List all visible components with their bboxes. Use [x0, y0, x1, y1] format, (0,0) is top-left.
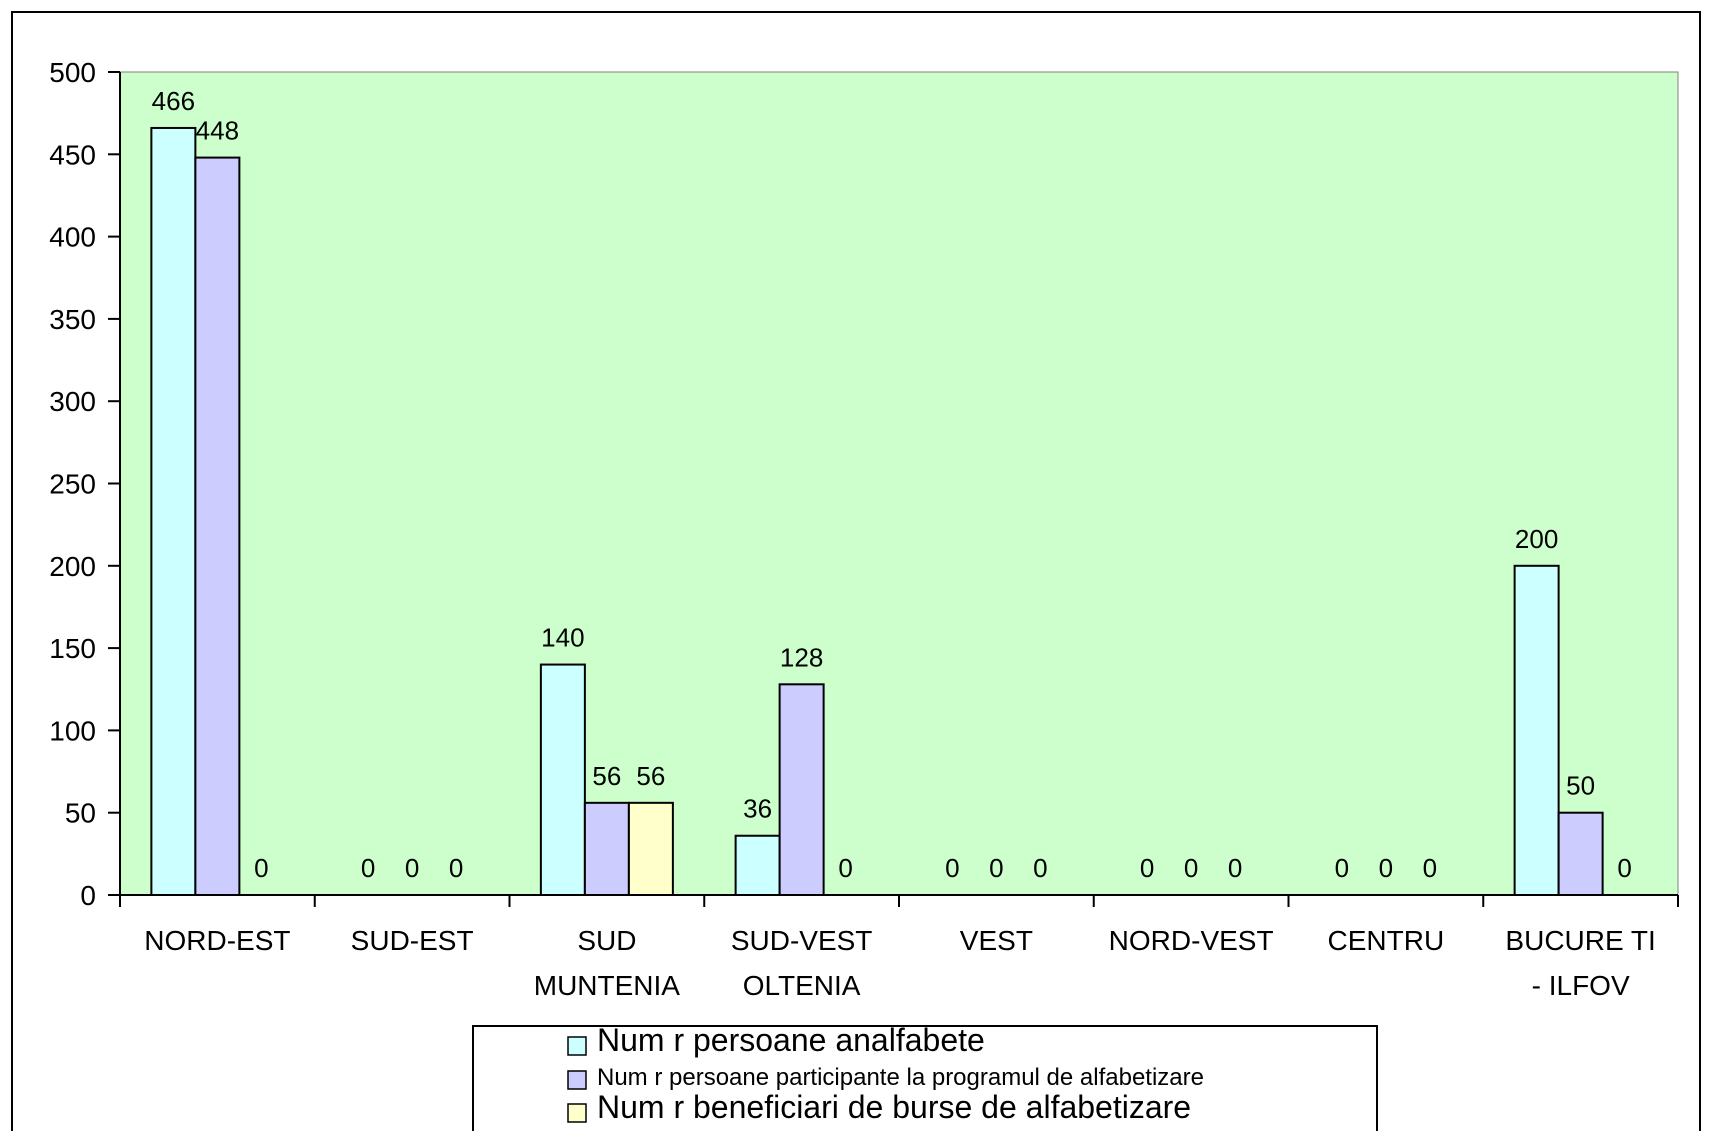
legend-swatch [567, 1103, 587, 1123]
y-axis-ticks: 0 50 100 150 200 250 300 350 400 450 500 [49, 57, 120, 911]
x-axis-ticks: NORD-EST SUD-EST SUD MUNTENIA SUD-VEST OLTENI… [119, 895, 1679, 1001]
data-label: 466 [152, 86, 195, 116]
bar [194, 156, 241, 897]
x-tick-label: CENTRU [1328, 925, 1445, 956]
data-label: 0 [1033, 853, 1047, 883]
x-tick-label: MUNTENIA [534, 970, 681, 1001]
y-tick-label: 100 [49, 715, 96, 746]
plot-area [119, 71, 1679, 896]
data-label: 0 [1335, 853, 1349, 883]
data-label: 0 [1617, 853, 1631, 883]
data-label: 0 [838, 853, 852, 883]
y-tick-label: 0 [80, 880, 96, 911]
data-label: 448 [196, 116, 239, 146]
bar [583, 801, 630, 896]
data-label: 0 [1228, 853, 1242, 883]
y-tick-label: 50 [65, 798, 96, 829]
y-tick-label: 250 [49, 469, 96, 500]
bar [734, 834, 781, 897]
legend-label: Num r persoane participante la programul… [597, 1064, 1204, 1091]
data-label: 0 [361, 853, 375, 883]
data-label: 56 [592, 761, 621, 791]
data-label: 0 [1140, 853, 1154, 883]
y-tick-label: 350 [49, 304, 96, 335]
legend-swatch [567, 1070, 587, 1090]
x-tick-label: VEST [960, 925, 1033, 956]
data-label: 50 [1566, 771, 1595, 801]
x-tick-label: NORD-EST [144, 925, 290, 956]
y-tick-label: 300 [49, 386, 96, 417]
bar [150, 126, 197, 897]
data-label: 0 [254, 853, 268, 883]
legend-box [472, 1025, 1378, 1131]
legend-label: Num r persoane analfabete [597, 1022, 985, 1058]
data-label: 36 [743, 794, 772, 824]
data-label: 0 [405, 853, 419, 883]
legend-items: Num r persoane analfabete Num r persoane … [567, 1022, 1204, 1125]
x-tick-label: BUCURE TI [1505, 925, 1655, 956]
x-tick-label: OLTENIA [743, 970, 861, 1001]
x-tick-label: NORD-VEST [1109, 925, 1274, 956]
legend-swatch [567, 1036, 587, 1056]
data-label: 128 [780, 642, 823, 672]
data-label: 0 [449, 853, 463, 883]
data-label: 200 [1515, 524, 1558, 554]
y-tick-label: 200 [49, 551, 96, 582]
x-tick-label: - ILFOV [1532, 970, 1630, 1001]
data-label: 0 [1379, 853, 1393, 883]
data-label: 0 [989, 853, 1003, 883]
bar [1513, 564, 1560, 896]
x-tick-label: SUD-VEST [731, 925, 873, 956]
y-tick-label: 500 [49, 57, 96, 88]
bar [627, 801, 674, 896]
bar [778, 683, 825, 897]
y-tick-label: 450 [49, 139, 96, 170]
y-tick-label: 150 [49, 633, 96, 664]
data-label: 0 [1423, 853, 1437, 883]
x-tick-label: SUD-EST [351, 925, 474, 956]
bar [1557, 811, 1604, 897]
data-label: 140 [541, 623, 584, 653]
bars [150, 126, 1604, 897]
data-label: 56 [636, 761, 665, 791]
legend-label: Num r beneficiari de burse de alfabetiza… [597, 1089, 1191, 1125]
data-label: 0 [1184, 853, 1198, 883]
y-tick-label: 400 [49, 222, 96, 253]
x-tick-label: SUD [577, 925, 636, 956]
data-label: 0 [945, 853, 959, 883]
bar [539, 663, 586, 896]
legend: Num r persoane analfabete Num r persoane … [472, 1022, 1378, 1131]
